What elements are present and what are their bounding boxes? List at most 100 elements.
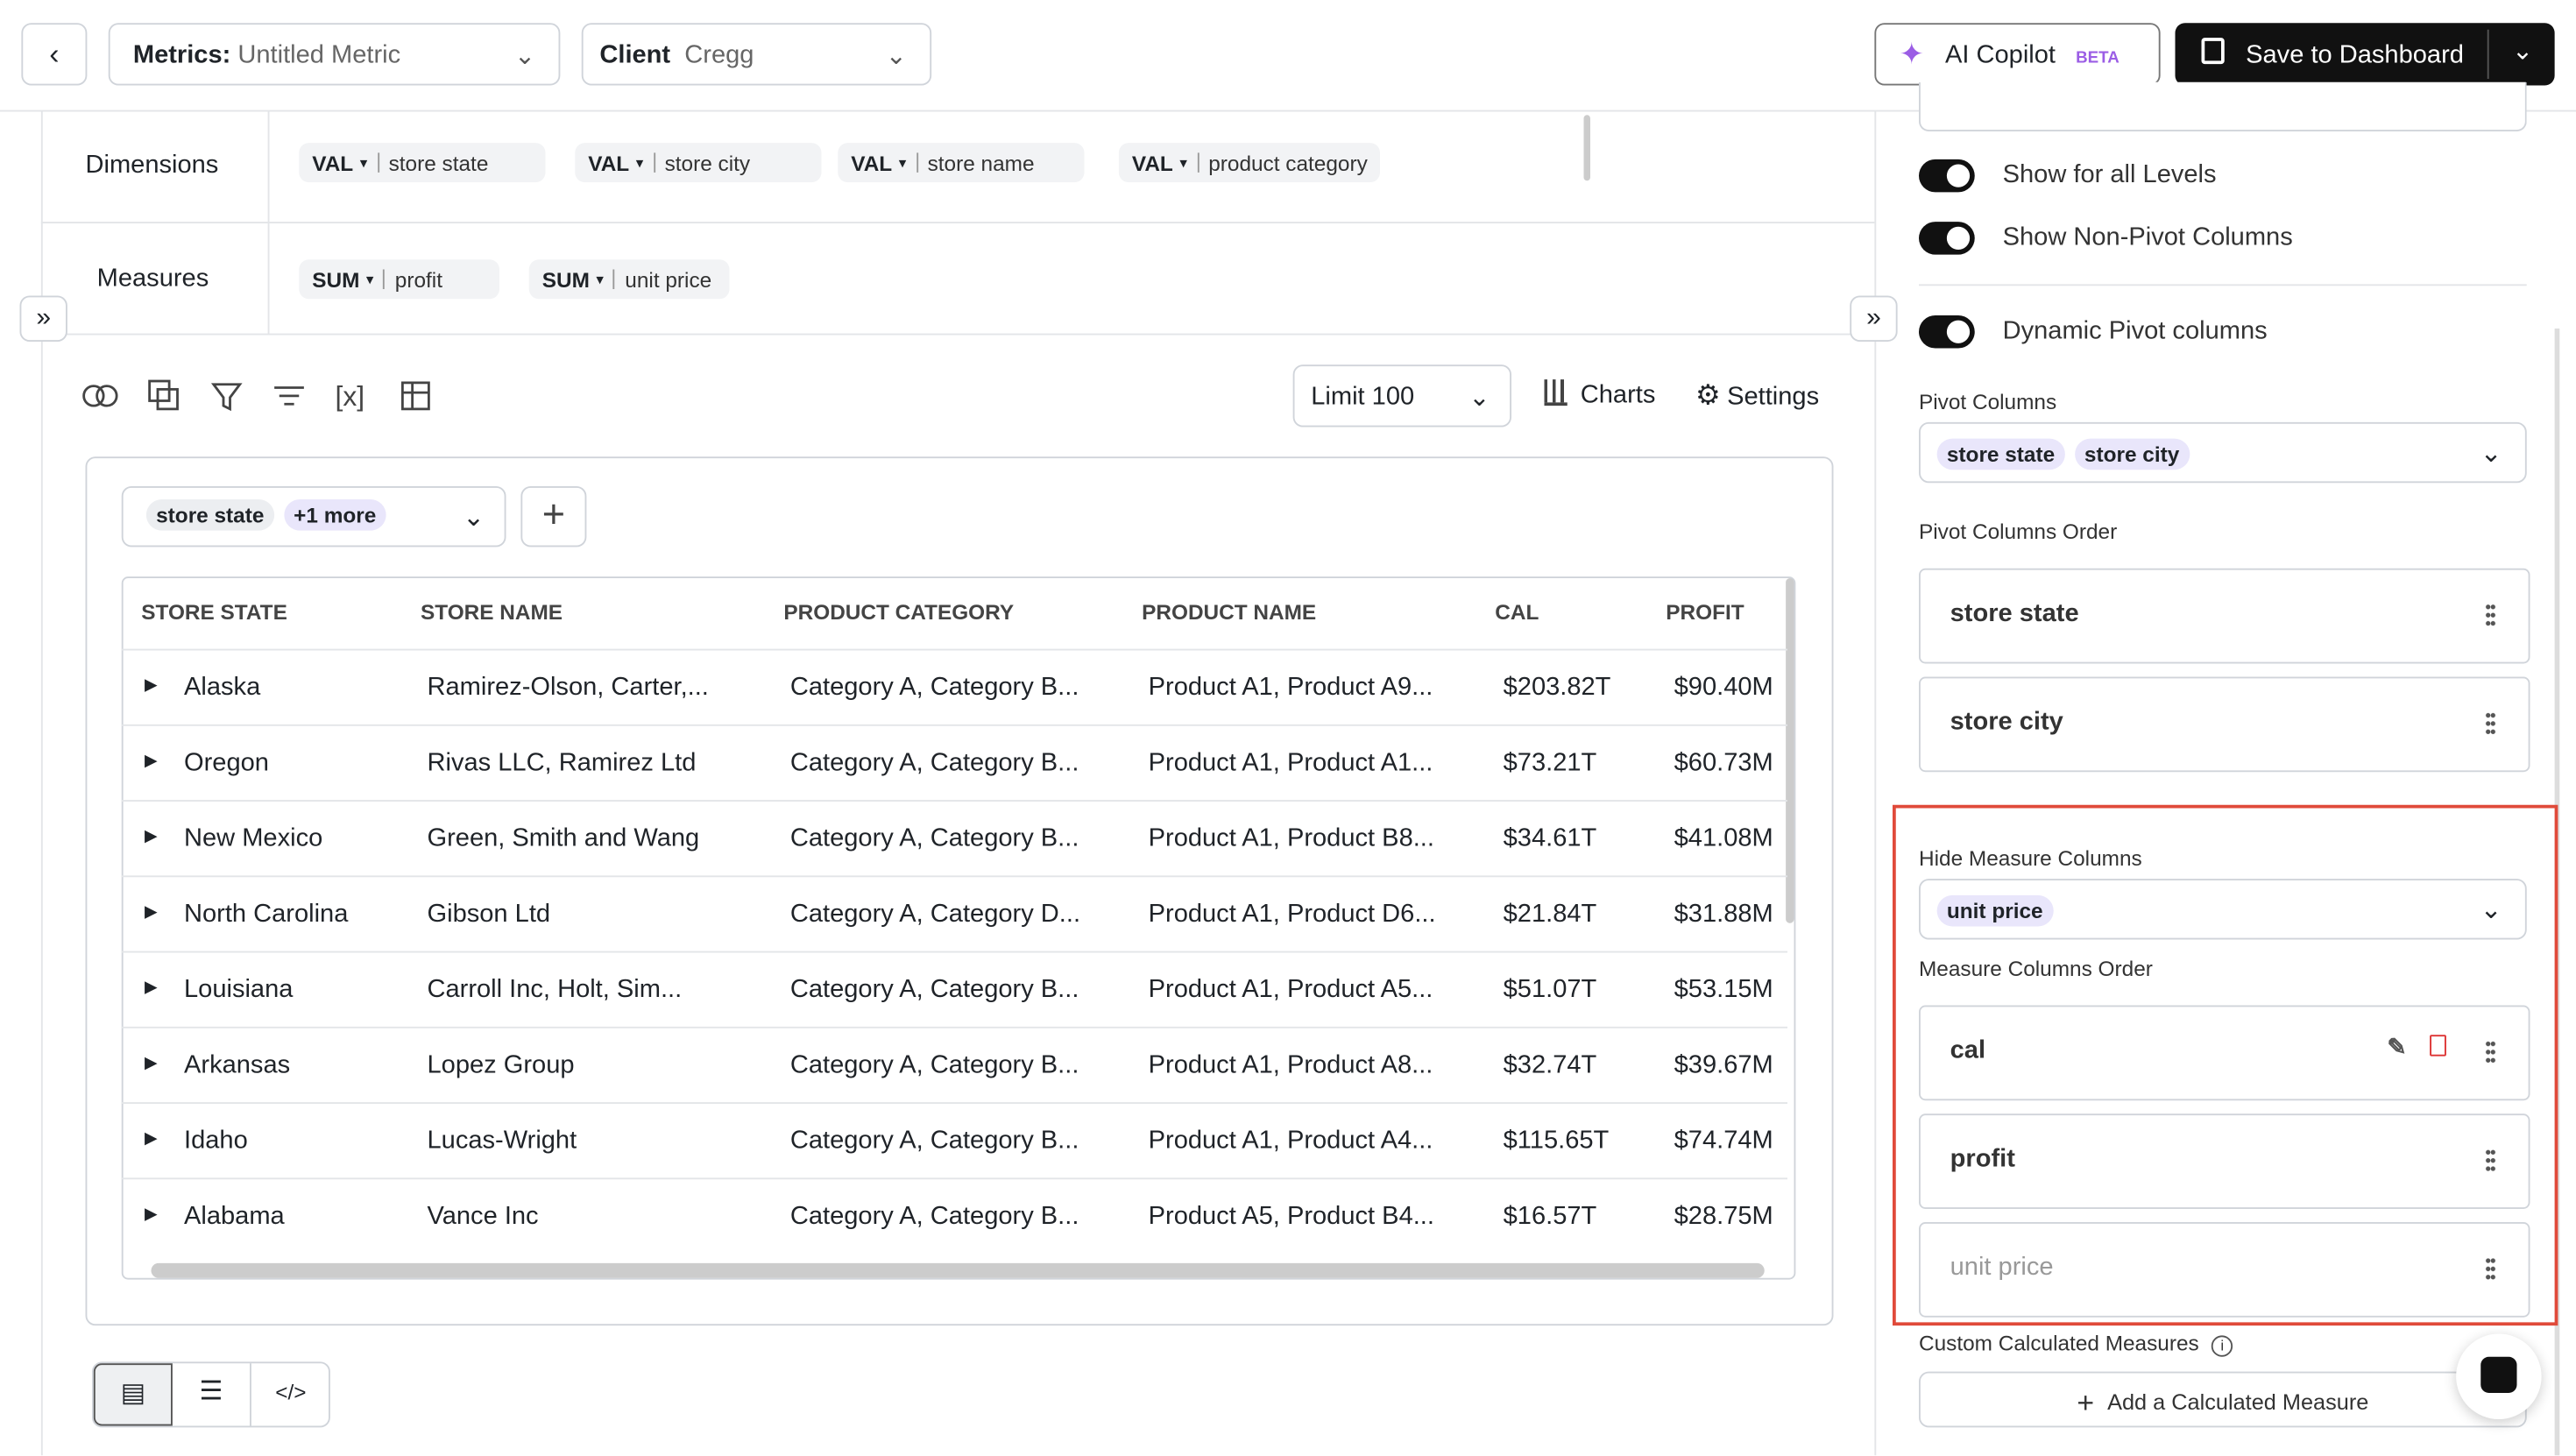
sep xyxy=(377,152,379,173)
settings-text: Settings xyxy=(1727,382,1820,411)
order-item[interactable]: store state xyxy=(1919,568,2530,664)
table-row[interactable]: ▶ New Mexico Green, Smith and Wang Category… xyxy=(121,800,1787,877)
chart-view[interactable]: ▤ xyxy=(93,1363,173,1426)
back-button[interactable]: ‹ xyxy=(21,23,88,86)
caret: ▾ xyxy=(1179,153,1187,171)
dimensions-label: Dimensions xyxy=(85,151,219,180)
sort-icon[interactable] xyxy=(274,386,304,406)
cell: $28.75M xyxy=(1674,1202,1773,1231)
cell: $34.61T xyxy=(1503,824,1597,853)
limit-text: Limit 100 xyxy=(1311,382,1415,411)
union-icon[interactable] xyxy=(148,379,179,411)
table-settings-icon[interactable] xyxy=(400,381,430,411)
caret: ▾ xyxy=(365,270,374,287)
column-header: PRODUCT CATEGORY xyxy=(783,599,1015,625)
client-value: Cregg xyxy=(684,40,754,69)
table-row[interactable]: ▶ Idaho Lucas-Wright Category A, Category B… xyxy=(121,1102,1787,1179)
table-view[interactable]: ☰ xyxy=(173,1363,251,1426)
field-chip[interactable]: VAL ▾ store city xyxy=(575,143,822,183)
order-item[interactable]: cal ✎ xyxy=(1919,1005,2530,1101)
measure-order-label: Measure Columns Order xyxy=(1919,956,2153,981)
table-row[interactable]: ▶ North Carolina Gibson Ltd Category A, Cat… xyxy=(121,875,1787,952)
pivot-columns-select[interactable]: ⌄ store state store city xyxy=(1919,421,2527,484)
field-chip[interactable]: VAL ▾ store name xyxy=(838,143,1085,183)
expand-left[interactable]: » xyxy=(19,295,67,342)
sep xyxy=(383,269,386,289)
edit-icon[interactable]: ✎ xyxy=(2387,1033,2407,1060)
cell: Louisiana xyxy=(184,975,294,1004)
cell: Vance Inc xyxy=(427,1202,539,1231)
add-calculated-measure[interactable]: + Add a Calculated Measure xyxy=(1919,1371,2527,1428)
variable-icon[interactable]: [x] xyxy=(336,380,365,412)
sep xyxy=(653,152,655,173)
copilot-text: AI Copilot xyxy=(1945,40,2056,69)
chat-button[interactable] xyxy=(2456,1333,2542,1419)
table-row[interactable]: ▶ Alaska Ramirez-Olson, Carter,... Category… xyxy=(121,648,1787,726)
table-row[interactable]: ▶ Arkansas Lopez Group Category A, Category… xyxy=(121,1026,1787,1104)
save-button[interactable]: Save to Dashboard ⌄ xyxy=(2175,23,2555,86)
expand-right[interactable]: » xyxy=(1850,295,1898,342)
order-item[interactable]: profit xyxy=(1919,1113,2530,1209)
field-name: store state xyxy=(388,150,489,175)
custom-measures-label: Custom Calculated Measures i xyxy=(1919,1331,2233,1357)
beta-badge: BETA xyxy=(2076,49,2120,67)
join-icon[interactable] xyxy=(82,385,118,407)
order-item[interactable]: unit price xyxy=(1919,1222,2530,1318)
filter-icon[interactable] xyxy=(210,383,243,412)
expand-caret: ▶ xyxy=(145,1130,158,1149)
limit-select[interactable]: Limit 100 ⌄ xyxy=(1292,364,1511,428)
highlight-box xyxy=(1893,804,2558,1326)
main-area xyxy=(40,111,1877,1456)
drag-handle[interactable] xyxy=(2485,1148,2496,1171)
settings-button[interactable]: ⚙ Settings xyxy=(1695,379,1820,411)
drag-handle[interactable] xyxy=(2485,1256,2496,1280)
divider xyxy=(267,111,270,336)
order-name: unit price xyxy=(1950,1253,2054,1282)
measures-label: Measures xyxy=(96,264,209,293)
drag-handle[interactable] xyxy=(2485,603,2496,626)
expand-caret: ▶ xyxy=(145,1054,158,1073)
caret: ▾ xyxy=(359,153,368,171)
toggle[interactable] xyxy=(1919,222,1975,255)
field-chip[interactable]: SUM ▾ profit xyxy=(299,259,499,300)
cell: $16.57T xyxy=(1503,1202,1597,1231)
hide-measure-select[interactable]: ⌄ unit price xyxy=(1919,879,2527,940)
code-view[interactable]: </> xyxy=(275,1380,307,1405)
column-header: PROFIT xyxy=(1666,599,1744,625)
field-chip[interactable]: VAL ▾ store state xyxy=(299,143,546,183)
toggle[interactable] xyxy=(1919,315,1975,349)
field-chip[interactable]: SUM ▾ unit price xyxy=(528,259,730,300)
ai-copilot-button[interactable]: ✦ AI Copilot BETA xyxy=(1874,23,2161,86)
cell: Rivas LLC, Ramirez Ltd xyxy=(427,749,697,777)
toolbar-icons: [x] xyxy=(82,379,430,412)
field-chip[interactable]: VAL ▾ product category xyxy=(1118,143,1381,183)
charts-button[interactable]: Charts xyxy=(1544,379,1655,411)
top-divider xyxy=(0,110,2576,112)
expand-caret: ▶ xyxy=(145,1205,158,1224)
column-header: STORE NAME xyxy=(421,599,563,625)
table-row[interactable]: ▶ Louisiana Carroll Inc, Holt, Sim... Categ… xyxy=(121,951,1787,1028)
cell: Product A1, Product A1... xyxy=(1148,749,1433,777)
cell: New Mexico xyxy=(184,824,323,853)
hide-measure-label: Hide Measure Columns xyxy=(1919,845,2142,871)
toggle[interactable] xyxy=(1919,159,1975,193)
group-select[interactable]: store state +1 more ⌄ xyxy=(121,486,506,548)
aggregation: VAL xyxy=(312,150,354,175)
cell: $115.65T xyxy=(1503,1127,1610,1156)
table-row[interactable]: ▶ Oregon Rivas LLC, Ramirez Ltd Category A,… xyxy=(121,724,1787,802)
drag-handle[interactable] xyxy=(2485,1039,2496,1064)
expand-caret: ▶ xyxy=(145,903,158,922)
cell: Oregon xyxy=(184,749,269,777)
client-select[interactable]: Client Cregg ⌄ xyxy=(581,23,932,86)
input[interactable] xyxy=(1919,81,2527,131)
delete-icon[interactable] xyxy=(2430,1035,2446,1057)
sep xyxy=(613,269,616,289)
order-item[interactable]: store city xyxy=(1919,676,2530,773)
drag-handle[interactable] xyxy=(2485,710,2496,735)
add-button[interactable]: + xyxy=(520,486,587,548)
metrics-select[interactable]: Metrics: Untitled Metric ⌄ xyxy=(108,23,561,86)
cell: Product A1, Product D6... xyxy=(1148,900,1436,929)
table-row[interactable]: ▶ Alabama Vance Inc Category A, Category B.… xyxy=(121,1177,1787,1255)
table-card xyxy=(85,456,1834,1326)
